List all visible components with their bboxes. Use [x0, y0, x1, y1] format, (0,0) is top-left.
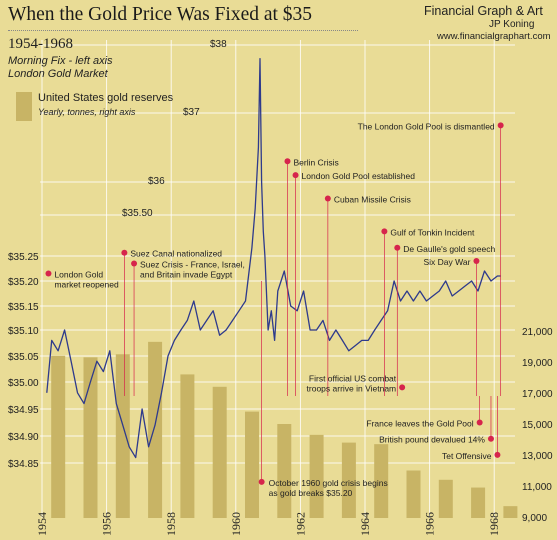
annotation-marker: [258, 478, 265, 485]
left-axis-tick-label: $38: [210, 39, 227, 50]
reserve-bar: [212, 386, 227, 518]
right-axis-ticks: 21,000 19,000 17,000 15,000 13,000 11,000 9,00…: [522, 327, 553, 524]
left-axis-tick-label: $34.90: [8, 432, 39, 443]
annotation-label: Cuban Missile Crisis: [334, 195, 411, 205]
reserve-bar: [471, 487, 486, 518]
gold-price-line: [46, 57, 501, 459]
left-axis-tick-label: $35.00: [8, 378, 39, 389]
left-axis-tick-label: $34.95: [8, 405, 39, 416]
x-axis-tick-label: 1956: [100, 512, 114, 536]
market-note: London Gold Market: [8, 68, 108, 80]
left-axis-note: Morning Fix - left axis: [8, 55, 113, 67]
reserve-bar: [148, 341, 163, 518]
left-axis-ticks: $34.85 $34.90 $34.95 $35.00 $35.05 $35.10 $35.…: [8, 39, 227, 470]
brand-name: Financial Graph & Art: [424, 4, 543, 18]
legend-label: United States gold reserves: [38, 92, 174, 104]
right-axis-tick-label: 21,000: [522, 327, 553, 338]
annotation-label: France leaves the Gold Pool: [366, 419, 473, 429]
annotation-marker: [487, 435, 494, 442]
author-name: JP Koning: [489, 19, 535, 30]
reserve-bar: [503, 506, 518, 518]
reserve-bar: [115, 354, 130, 518]
x-axis-tick-label: 1962: [293, 512, 307, 536]
x-axis-tick-label: 1968: [487, 512, 501, 536]
x-axis-tick-label: 1966: [423, 512, 437, 536]
annotation-marker: [324, 195, 331, 202]
annotation-marker: [476, 419, 483, 426]
left-axis-tick-label: $34.85: [8, 459, 39, 470]
reserve-bars: [51, 341, 518, 518]
annotation-marker: [284, 158, 291, 165]
annotation-marker: [45, 270, 52, 277]
x-axis-tick-label: 1958: [164, 512, 178, 536]
left-axis-tick-label: $35.25: [8, 252, 39, 263]
annotation-marker: [131, 260, 138, 267]
legend-unit: Yearly, tonnes, right axis: [38, 107, 136, 117]
annotation-marker: [121, 249, 128, 256]
right-axis-tick-label: 11,000: [522, 482, 552, 493]
annotation-label: Suez Canal nationalized: [130, 249, 222, 259]
annotation-marker: [497, 122, 504, 129]
reserve-bar: [180, 374, 195, 518]
left-axis-tick-label: $37: [183, 107, 200, 118]
reserve-bar: [438, 479, 453, 518]
annotation-marker: [394, 244, 401, 251]
x-axis-tick-label: 1964: [358, 512, 372, 536]
reserve-bar: [374, 444, 389, 518]
annotation-label: Suez Crisis - France, Israel, and Britain…: [140, 260, 245, 280]
left-axis-tick-label: $35.15: [8, 302, 39, 313]
reserve-bar: [406, 470, 421, 518]
right-axis-tick-label: 13,000: [522, 451, 553, 462]
annotation-label: October 1960 gold crisis begins as gold b…: [269, 478, 388, 498]
reserve-bar: [83, 357, 98, 518]
annotation-marker: [473, 258, 480, 264]
reserve-bar: [341, 442, 356, 518]
reserve-bar: [309, 434, 324, 518]
annotation-label: Gulf of Tonkin Incident: [390, 227, 475, 237]
left-axis-tick-label: $35.05: [8, 352, 39, 363]
right-axis-tick-label: 19,000: [522, 358, 553, 369]
annotation-label: British pound devalued 14%: [379, 435, 485, 445]
x-axis-tick-label: 1960: [229, 512, 243, 536]
legend-swatch: [16, 92, 32, 121]
annotation-label: London Gold market reopened: [54, 270, 119, 290]
annotation-marker: [381, 228, 388, 235]
left-axis-tick-label: $35.10: [8, 326, 39, 337]
annotations: London Gold market reopened Suez Canal nat…: [45, 121, 504, 498]
reserve-bar: [277, 424, 292, 518]
price-line-group: [46, 57, 501, 459]
right-axis-tick-label: 9,000: [522, 513, 547, 524]
annotation-marker: [399, 384, 406, 391]
title-divider: [8, 30, 358, 31]
x-axis-tick-label: 1954: [35, 512, 49, 536]
annotation-label: First official US combat troops arrive in…: [307, 373, 397, 393]
brand-url: www.financialgraphart.com: [437, 31, 551, 42]
chart-subtitle: 1954-1968: [8, 36, 73, 52]
right-axis-tick-label: 15,000: [522, 420, 553, 431]
annotation-label: London Gold Pool established: [302, 171, 416, 181]
annotation-marker: [292, 172, 299, 179]
x-axis-ticks: 1954 1956 1958 1960 1962 1964 1966 1968: [35, 512, 501, 536]
annotation-label: Six Day War: [424, 257, 471, 267]
left-axis-tick-label: $35.20: [8, 277, 39, 288]
left-axis-tick-label: $36: [148, 176, 165, 187]
annotation-label: Berlin Crisis: [293, 157, 338, 167]
annotation-label: Tet Offensive: [442, 451, 492, 461]
annotation-label: De Gaulle's gold speech: [403, 244, 495, 254]
annotation-label: The London Gold Pool is dismantled: [358, 121, 495, 131]
reserve-bar: [51, 355, 66, 518]
right-axis-tick-label: 17,000: [522, 389, 553, 400]
chart-title: When the Gold Price Was Fixed at $35: [8, 4, 313, 25]
left-axis-tick-label: $35.50: [122, 208, 153, 219]
annotation-marker: [494, 451, 501, 458]
reserve-bar: [244, 411, 259, 518]
